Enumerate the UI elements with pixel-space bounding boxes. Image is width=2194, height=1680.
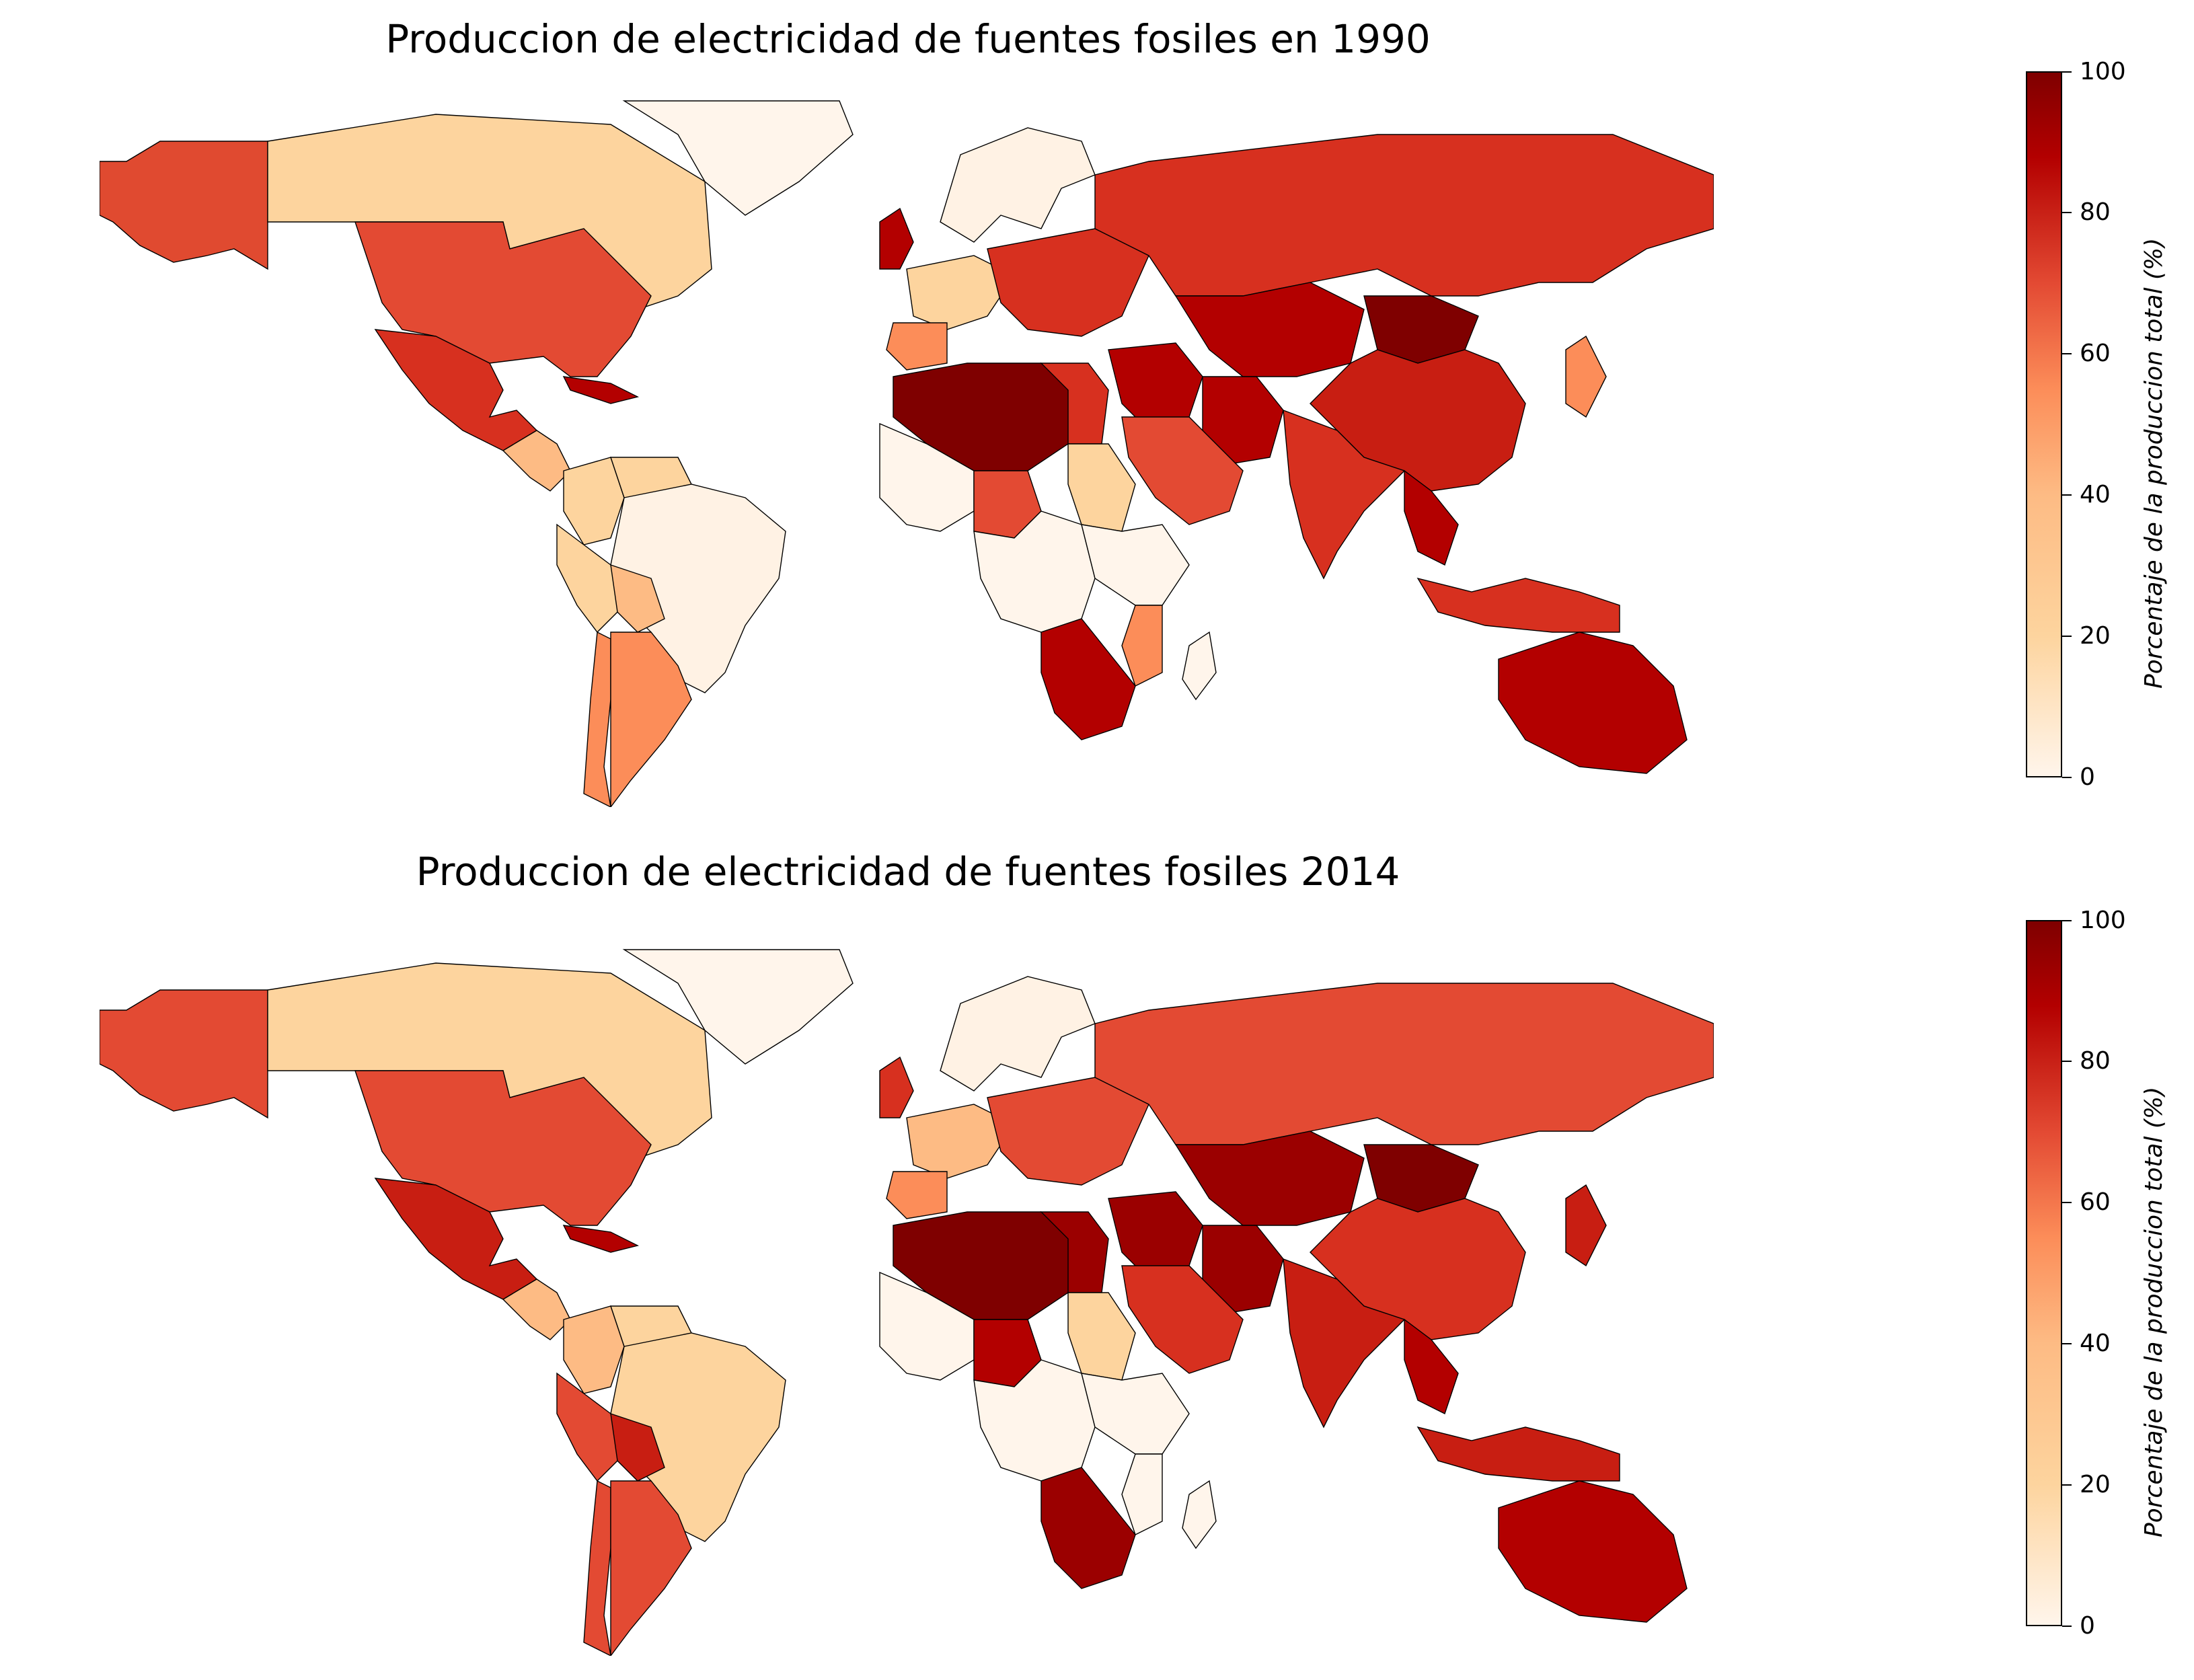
region-sudan — [1067, 443, 1136, 532]
tick-label: 100 — [2080, 907, 2126, 934]
region-east-europe — [987, 228, 1149, 337]
tick-label: 60 — [2080, 1188, 2111, 1216]
region-usa — [354, 221, 652, 377]
tick-mark — [2062, 920, 2072, 921]
region-usa — [354, 1070, 652, 1226]
region-south-africa — [1041, 1467, 1136, 1589]
region-south-africa — [1041, 618, 1136, 740]
region-southeast-asia — [1404, 1318, 1459, 1414]
map-panel-2014: Produccion de electricidad de fuentes fo… — [0, 849, 2194, 1680]
tick-label: 60 — [2080, 340, 2111, 367]
tick-mark — [2062, 636, 2072, 637]
region-russia — [1094, 983, 1714, 1145]
region-caribbean — [562, 1225, 640, 1253]
region-india — [1283, 1258, 1406, 1428]
region-west-africa — [879, 422, 975, 532]
tick-label: 80 — [2080, 198, 2111, 226]
region-arabia — [1121, 416, 1244, 525]
tick-mark — [2062, 494, 2072, 496]
region-chile — [583, 1480, 611, 1656]
region-peru — [556, 523, 625, 634]
tick-label: 100 — [2080, 58, 2126, 85]
map-title: Produccion de electricidad de fuentes fo… — [385, 16, 1431, 62]
world-map — [100, 100, 1714, 807]
map-title: Produccion de electricidad de fuentes fo… — [416, 849, 1400, 894]
colorbar — [2026, 920, 2062, 1626]
region-uk — [879, 1056, 914, 1118]
tick-mark — [2062, 1061, 2072, 1062]
region-north-africa — [893, 1211, 1082, 1320]
region-india — [1283, 409, 1406, 580]
region-mozambique — [1121, 605, 1163, 687]
region-central-africa — [973, 510, 1096, 633]
region-alaska — [100, 989, 268, 1119]
region-mexico — [374, 329, 538, 451]
tick-mark — [2062, 71, 2072, 73]
region-central-africa — [973, 1359, 1096, 1482]
region-mozambique — [1121, 1453, 1163, 1535]
colorbar — [2026, 71, 2062, 777]
region-australia — [1498, 632, 1688, 774]
tick-mark — [2062, 353, 2072, 354]
region-west-europe — [906, 1104, 1016, 1179]
region-alaska — [100, 141, 268, 270]
region-kazakhstan — [1174, 1131, 1365, 1226]
map-panel-1990: Produccion de electricidad de fuentes fo… — [0, 0, 2194, 831]
region-uk — [879, 207, 914, 270]
region-arabia — [1121, 1265, 1244, 1374]
region-bolivia — [610, 1412, 665, 1482]
region-west-europe — [906, 255, 1016, 330]
region-spain — [886, 322, 948, 371]
region-indonesia — [1416, 577, 1620, 633]
country-shapes — [100, 949, 1714, 1656]
tick-label: 80 — [2080, 1047, 2111, 1075]
tick-mark — [2062, 1343, 2072, 1344]
region-chile — [583, 631, 611, 807]
region-scandinavia — [940, 976, 1096, 1092]
region-russia — [1094, 134, 1714, 297]
region-peru — [556, 1372, 625, 1482]
tick-label: 20 — [2080, 622, 2111, 650]
tick-label: 0 — [2080, 1612, 2095, 1640]
region-kazakhstan — [1174, 282, 1365, 377]
colorbar-label: Porcentaje de la produccion total (%) — [2140, 1086, 2168, 1537]
region-east-europe — [987, 1077, 1149, 1186]
region-greenland — [622, 949, 854, 1065]
tick-mark — [2062, 1202, 2072, 1203]
region-indonesia — [1416, 1426, 1620, 1482]
region-sudan — [1067, 1292, 1136, 1381]
region-japan — [1565, 1184, 1607, 1267]
region-north-africa — [893, 362, 1082, 471]
region-east-africa — [1081, 524, 1190, 606]
region-japan — [1565, 335, 1607, 418]
region-spain — [886, 1171, 948, 1219]
tick-label: 0 — [2080, 763, 2095, 791]
tick-mark — [2062, 777, 2072, 778]
tick-label: 40 — [2080, 1330, 2111, 1357]
tick-label: 40 — [2080, 481, 2111, 508]
region-east-africa — [1081, 1373, 1190, 1455]
region-greenland — [622, 100, 854, 216]
region-caribbean — [562, 376, 640, 404]
region-australia — [1498, 1480, 1688, 1623]
region-west-africa — [879, 1271, 975, 1381]
tick-label: 20 — [2080, 1471, 2111, 1498]
region-madagascar — [1182, 1480, 1217, 1550]
tick-mark — [2062, 212, 2072, 213]
tick-mark — [2062, 1484, 2072, 1486]
world-map — [100, 949, 1714, 1656]
region-scandinavia — [940, 127, 1096, 243]
region-southeast-asia — [1404, 469, 1459, 566]
region-bolivia — [610, 564, 665, 633]
country-shapes — [100, 100, 1714, 807]
region-mexico — [374, 1178, 538, 1300]
region-madagascar — [1182, 631, 1217, 701]
tick-mark — [2062, 1626, 2072, 1627]
colorbar-label: Porcentaje de la produccion total (%) — [2140, 237, 2168, 689]
region-argentina — [610, 632, 692, 807]
region-argentina — [610, 1480, 692, 1656]
